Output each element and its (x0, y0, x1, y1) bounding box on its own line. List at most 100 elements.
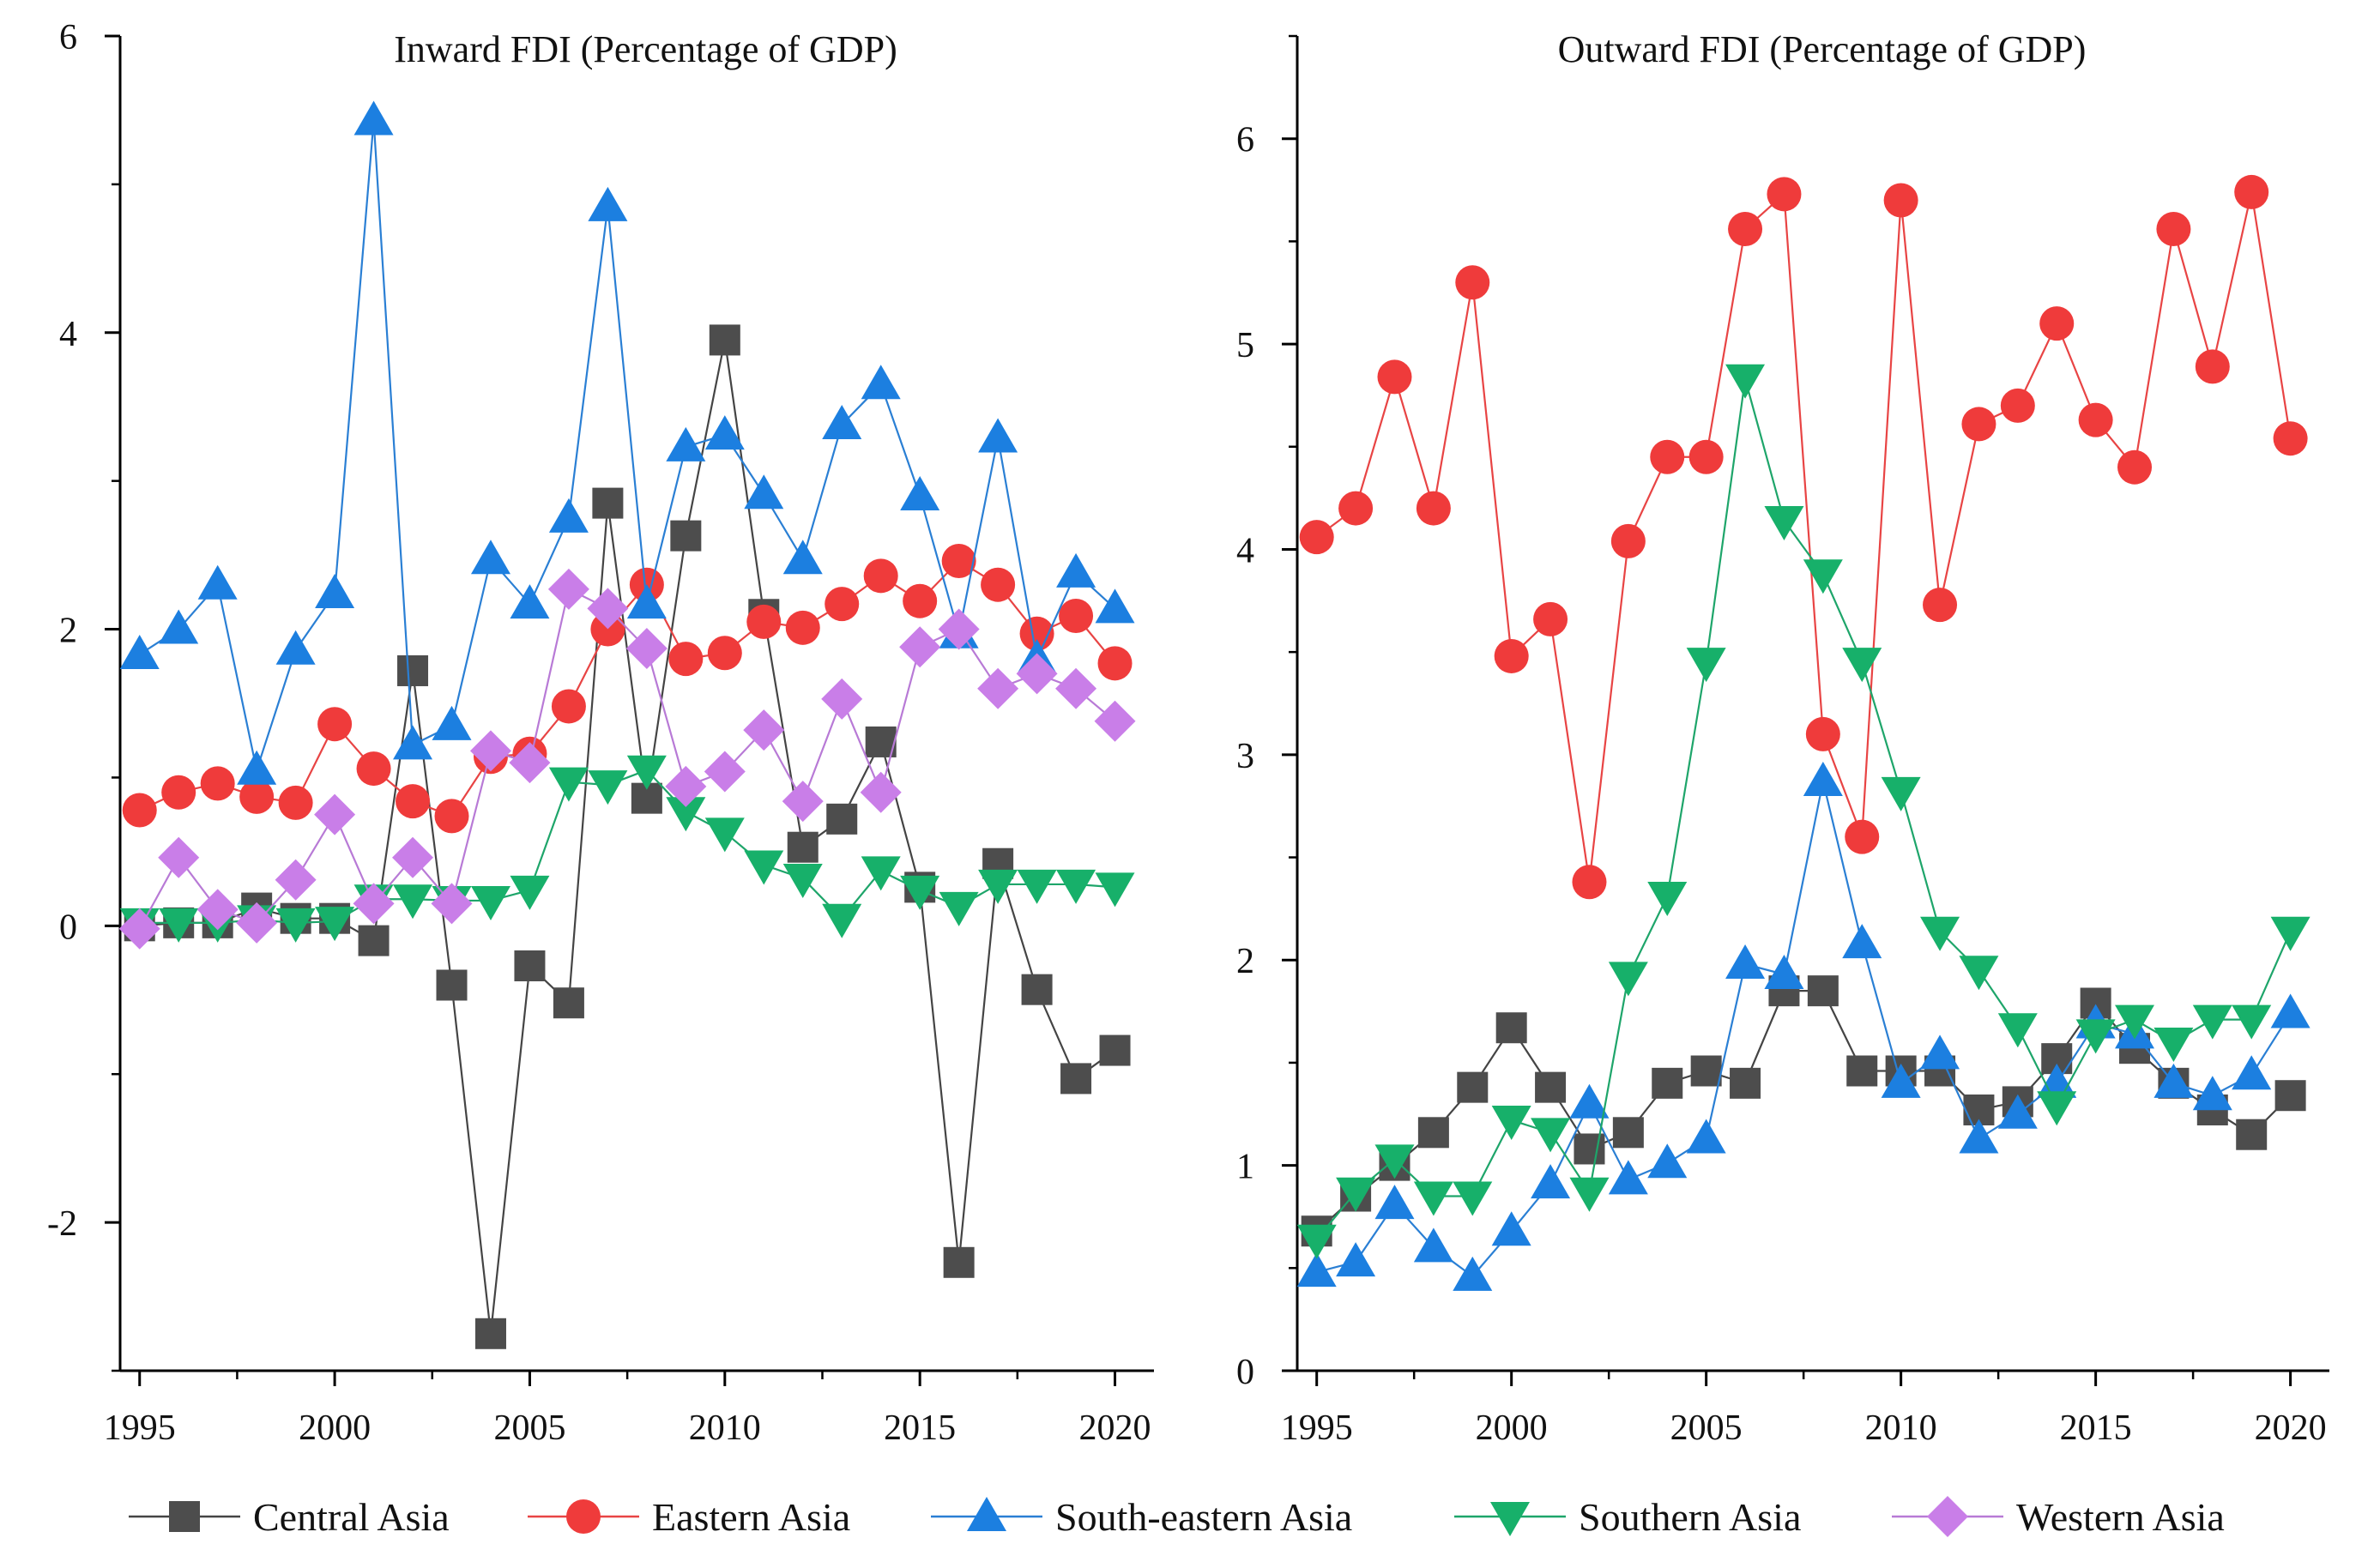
outward-x-tick-label: 2020 (2255, 1408, 2327, 1448)
inward-point-eastern-asia (200, 766, 235, 801)
inward-chart-title: Inward FDI (Percentage of GDP) (394, 28, 897, 70)
inward-point-southern-asia (861, 856, 901, 891)
outward-point-south-eastern-asia (1296, 1252, 1337, 1288)
inward-point-western-asia (899, 626, 941, 668)
inward-series-western-asia (118, 568, 1136, 950)
inward-point-southern-asia (744, 850, 784, 885)
inward-point-south-eastern-asia (237, 750, 277, 785)
inward-point-central-asia (358, 925, 390, 956)
outward-line-southern-asia (1315, 378, 2292, 1240)
outward-point-southern-asia (2153, 1027, 2194, 1062)
legend-marker-south-eastern-asia (967, 1497, 1006, 1531)
legend-label: Central Asia (253, 1495, 450, 1539)
outward-y-tick-label: 6 (1236, 121, 1254, 160)
inward-point-south-eastern-asia (744, 474, 784, 510)
outward-point-southern-asia (2270, 916, 2311, 951)
inward-point-western-asia (1016, 653, 1058, 695)
legend-entry-western-asia: Western Asia (1892, 1495, 2225, 1539)
outward-point-southern-asia (2192, 1004, 2232, 1040)
outward-point-central-asia (1612, 1117, 1644, 1149)
outward-point-eastern-asia (1845, 819, 1880, 854)
outward-point-southern-asia (1491, 1105, 1531, 1140)
legend-label: Western Asia (2016, 1495, 2225, 1539)
outward-point-central-asia (1495, 1012, 1527, 1044)
inward-y-tick-label: 4 (59, 315, 77, 354)
outward-point-eastern-asia (1767, 177, 1802, 212)
inward-point-central-asia (474, 1318, 506, 1349)
inward-point-south-eastern-asia (510, 584, 550, 619)
inward-point-southern-asia (588, 770, 628, 805)
outward-point-southern-asia (1453, 1181, 1493, 1216)
inward-line-south-eastern-asia (139, 120, 1116, 775)
outward-point-south-eastern-asia (1608, 1160, 1648, 1195)
outward-point-southern-asia (1608, 962, 1648, 997)
outward-point-eastern-asia (1610, 523, 1646, 558)
inward-point-western-asia (625, 628, 667, 670)
inward-point-eastern-asia (356, 751, 391, 787)
inward-point-south-eastern-asia (315, 574, 355, 609)
inward-point-eastern-asia (1097, 646, 1133, 681)
outward-y-tick-label: 2 (1236, 942, 1254, 981)
outward-point-central-asia (1417, 1117, 1449, 1149)
outward-point-southern-asia (2037, 1091, 2077, 1126)
outward-point-southern-asia (2232, 1004, 2272, 1040)
outward-point-south-eastern-asia (2192, 1076, 2232, 1111)
inward-point-south-eastern-asia (1095, 588, 1135, 624)
inward-point-eastern-asia (278, 785, 313, 820)
inward-point-eastern-asia (122, 793, 157, 828)
inward-point-south-eastern-asia (548, 498, 589, 533)
outward-x-tick-label: 2015 (2060, 1408, 2132, 1448)
outward-point-eastern-asia (2117, 449, 2153, 485)
outward-point-south-eastern-asia (1842, 924, 1882, 959)
inward-point-south-eastern-asia (588, 186, 628, 221)
outward-line-south-eastern-asia (1316, 781, 2292, 1278)
inward-point-western-asia (1094, 700, 1136, 742)
inward-point-central-asia (1021, 974, 1053, 1005)
outward-point-eastern-asia (2234, 174, 2269, 209)
inward-point-eastern-asia (239, 779, 275, 814)
outward-point-southern-asia (1569, 1177, 1610, 1212)
inward-line-central-asia (139, 340, 1116, 1334)
inward-point-central-asia (787, 831, 819, 863)
inward-point-central-asia (670, 520, 702, 552)
inward-point-southern-asia (275, 908, 316, 943)
inward-point-western-asia (469, 730, 511, 772)
outward-point-central-asia (1846, 1055, 1878, 1087)
inward-point-south-eastern-asia (393, 725, 433, 760)
inward-point-eastern-asia (785, 610, 820, 645)
inward-x-tick-label: 2000 (299, 1408, 371, 1448)
inward-y-tick-label: 2 (59, 612, 77, 651)
outward-y-tick-label: 4 (1236, 531, 1254, 570)
inward-x-tick-label: 2020 (1079, 1408, 1151, 1448)
outward-point-south-eastern-asia (1959, 1119, 1999, 1154)
inward-point-eastern-asia (590, 612, 625, 647)
outward-y-tick-label: 5 (1236, 326, 1254, 365)
inward-point-southern-asia (666, 797, 706, 832)
inward-point-southern-asia (704, 817, 745, 853)
outward-point-eastern-asia (1883, 183, 1918, 218)
inward-x-tick-label: 2010 (689, 1408, 761, 1448)
inward-x-tick-label: 2015 (884, 1408, 956, 1448)
inward-point-southern-asia (1017, 869, 1057, 904)
inward-point-south-eastern-asia (666, 426, 706, 461)
outward-point-southern-asia (1764, 505, 1804, 540)
inward-point-south-eastern-asia (1056, 552, 1096, 588)
inward-point-eastern-asia (903, 583, 938, 618)
inward-point-southern-asia (393, 884, 433, 920)
inward-point-western-asia (118, 908, 160, 950)
outward-point-southern-asia (1997, 1013, 2038, 1048)
outward-x-tick-label: 2000 (1476, 1408, 1548, 1448)
outward-point-central-asia (1652, 1067, 1683, 1099)
outward-point-southern-asia (1374, 1144, 1415, 1179)
inward-point-southern-asia (510, 875, 550, 910)
inward-point-southern-asia (978, 869, 1018, 904)
outward-point-south-eastern-asia (2153, 1063, 2194, 1098)
inward-point-eastern-asia (981, 567, 1016, 602)
outward-point-southern-asia (1881, 776, 1921, 811)
inward-point-western-asia (1055, 667, 1097, 709)
inward-point-eastern-asia (668, 642, 704, 677)
outward-point-southern-asia (1531, 1118, 1571, 1153)
inward-point-central-asia (1099, 1034, 1131, 1066)
outward-point-eastern-asia (2273, 421, 2308, 456)
inward-point-eastern-asia (746, 604, 782, 639)
